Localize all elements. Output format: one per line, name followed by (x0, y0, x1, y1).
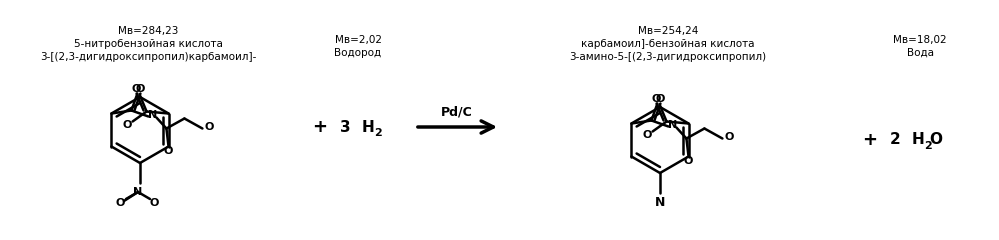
Text: O: O (123, 120, 132, 131)
Text: O: O (929, 132, 942, 148)
Text: N: N (667, 120, 677, 131)
Text: N: N (134, 187, 143, 197)
Text: 5-нитробензойная кислота: 5-нитробензойная кислота (74, 39, 223, 49)
Text: N: N (654, 197, 665, 210)
Text: O: O (655, 94, 665, 103)
Text: N: N (148, 110, 157, 120)
Text: 3-амино-5-[(2,3-дигидроксипропил): 3-амино-5-[(2,3-дигидроксипропил) (569, 52, 766, 62)
Text: O: O (132, 84, 141, 94)
Text: +: + (862, 131, 877, 149)
Text: O: O (136, 84, 145, 94)
Text: O: O (205, 122, 214, 132)
Text: Мв=2,02: Мв=2,02 (335, 35, 382, 45)
Text: +: + (313, 118, 328, 136)
Text: 2: 2 (890, 132, 900, 148)
Text: Мв=284,23: Мв=284,23 (118, 26, 178, 36)
Text: 2: 2 (374, 128, 382, 138)
Text: 3: 3 (340, 120, 351, 134)
Text: Мв=254,24: Мв=254,24 (637, 26, 698, 36)
Text: Вода: Вода (906, 48, 933, 58)
Text: Pd/C: Pd/C (442, 106, 473, 119)
Text: O: O (652, 94, 661, 103)
Text: O: O (149, 198, 159, 208)
Text: O: O (115, 198, 125, 208)
Text: H: H (362, 120, 375, 134)
Text: O: O (164, 146, 173, 156)
Text: 2: 2 (924, 141, 932, 151)
Text: 3-[(2,3-дигидроксипропил)карбамоил]-: 3-[(2,3-дигидроксипропил)карбамоил]- (40, 52, 256, 62)
Text: O: O (643, 131, 652, 140)
Text: H: H (912, 132, 924, 148)
Text: O: O (724, 132, 734, 143)
Text: O: O (683, 156, 693, 167)
Text: Водород: Водород (335, 48, 382, 58)
Text: Мв=18,02: Мв=18,02 (893, 35, 947, 45)
Text: карбамоил]-бензойная кислота: карбамоил]-бензойная кислота (581, 39, 755, 49)
